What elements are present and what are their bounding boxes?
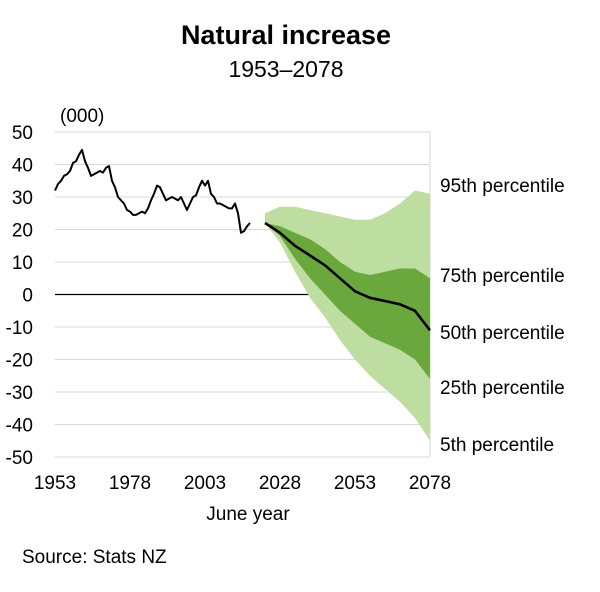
x-tick-label: 1978 bbox=[109, 473, 151, 494]
percentile-label: 50th percentile bbox=[440, 323, 565, 344]
x-axis-label: June year bbox=[206, 504, 290, 525]
x-tick-label: 2028 bbox=[259, 473, 301, 494]
percentile-label: 75th percentile bbox=[440, 266, 565, 287]
y-tick-label: 30 bbox=[12, 188, 33, 209]
x-axis-ticks: 1953 1978 2003 2028 2053 2078 bbox=[34, 473, 451, 494]
chart-title: Natural increase bbox=[181, 20, 391, 50]
x-tick-label: 2003 bbox=[184, 473, 226, 494]
y-tick-label: 0 bbox=[22, 286, 33, 307]
y-tick-label: -40 bbox=[6, 416, 33, 437]
percentile-label: 95th percentile bbox=[440, 176, 565, 197]
source-note: Source: Stats NZ bbox=[22, 547, 167, 568]
x-tick-label: 1953 bbox=[34, 473, 76, 494]
y-tick-label: -50 bbox=[6, 448, 33, 469]
y-tick-label: 10 bbox=[12, 253, 33, 274]
chart-subtitle: 1953–2078 bbox=[228, 56, 343, 82]
y-axis-ticks: 50 40 30 20 10 0 -10 -20 -30 -40 -50 bbox=[6, 123, 33, 469]
y-tick-label: 50 bbox=[12, 123, 33, 144]
percentile-labels: 95th percentile 75th percentile 50th perce… bbox=[440, 176, 565, 456]
y-tick-label: -20 bbox=[6, 351, 33, 372]
y-unit-label: (000) bbox=[60, 106, 104, 127]
band-25th-75th bbox=[265, 223, 430, 379]
x-tick-label: 2053 bbox=[334, 473, 376, 494]
percentile-bands bbox=[265, 190, 430, 441]
x-tick-label: 2078 bbox=[409, 473, 451, 494]
historical-line bbox=[54, 148, 251, 234]
percentile-label: 25th percentile bbox=[440, 378, 565, 399]
series-lines bbox=[54, 148, 432, 332]
median-projection-line bbox=[264, 221, 432, 332]
y-tick-label: -10 bbox=[6, 318, 33, 339]
percentile-label: 5th percentile bbox=[440, 435, 554, 456]
y-tick-label: -30 bbox=[6, 383, 33, 404]
y-tick-label: 20 bbox=[12, 221, 33, 242]
y-tick-label: 40 bbox=[12, 156, 33, 177]
